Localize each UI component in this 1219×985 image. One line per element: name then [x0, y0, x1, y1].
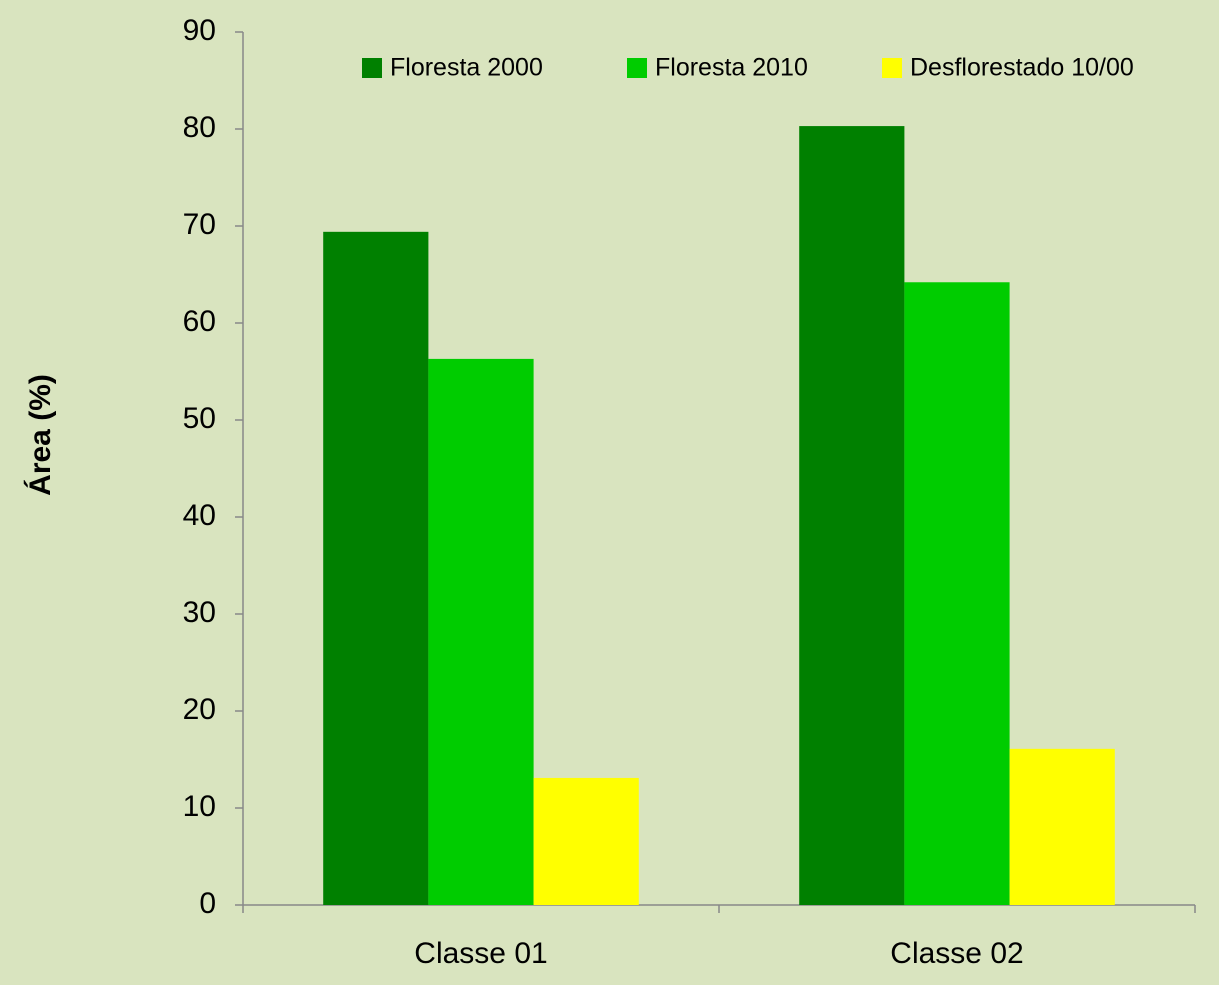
bar	[533, 777, 639, 905]
bar	[799, 126, 905, 906]
y-tick-label: 10	[183, 790, 216, 823]
bar	[428, 358, 534, 905]
legend-swatch	[362, 58, 382, 78]
y-tick-label: 0	[199, 887, 216, 920]
legend-label: Floresta 2000	[390, 54, 543, 82]
legend-swatch	[882, 58, 902, 78]
y-tick-label: 70	[183, 208, 216, 241]
y-tick-label: 80	[183, 111, 216, 144]
bar	[904, 282, 1010, 905]
legend-swatch	[627, 58, 647, 78]
x-tick-label: Classe 02	[890, 937, 1023, 970]
bar	[323, 231, 429, 905]
bar	[1009, 748, 1115, 905]
x-tick-label: Classe 01	[414, 937, 547, 970]
legend-label: Desflorestado 10/00	[910, 54, 1134, 82]
y-tick-label: 40	[183, 499, 216, 532]
y-tick-label: 30	[183, 596, 216, 629]
y-tick-label: 60	[183, 305, 216, 338]
y-axis-title: Área (%)	[23, 374, 57, 496]
y-tick-label: 90	[183, 14, 216, 47]
y-tick-label: 20	[183, 693, 216, 726]
legend-label: Floresta 2010	[655, 54, 808, 82]
y-tick-label: 50	[183, 402, 216, 435]
